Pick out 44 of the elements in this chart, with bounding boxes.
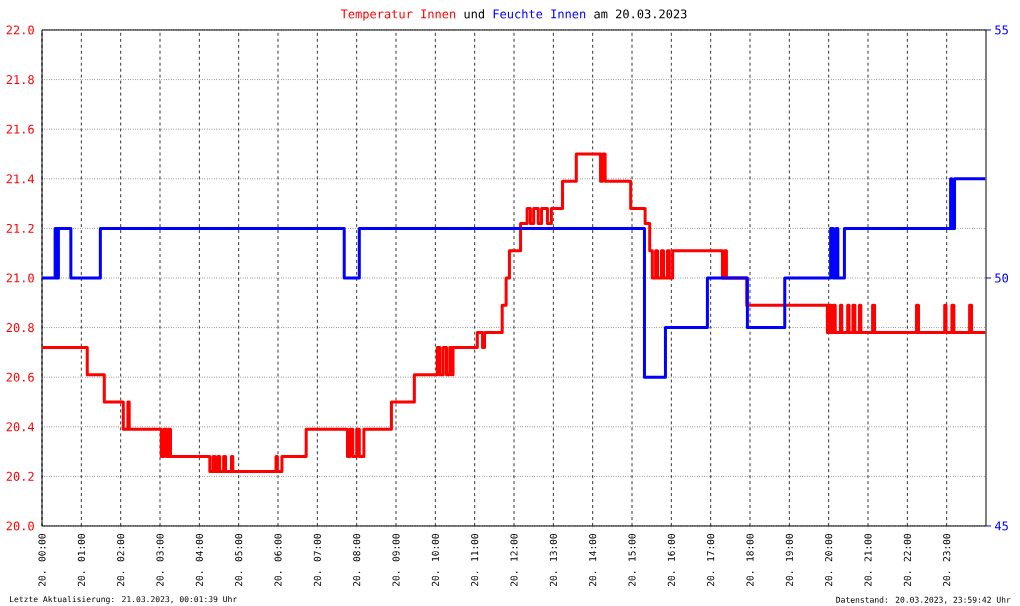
y-tick-label: 21.0 bbox=[6, 273, 34, 283]
y-tick-label: 20.6 bbox=[6, 372, 34, 382]
x-tick-label: 20. 20:00 bbox=[825, 533, 833, 587]
x-tick-label: 20. 00:00 bbox=[38, 533, 46, 587]
x-tick-label: 20. 01:00 bbox=[77, 533, 85, 587]
text: Feuchte Innen bbox=[493, 9, 586, 19]
y-tick-label: 20.8 bbox=[6, 323, 34, 333]
x-tick-label: 20. 11:00 bbox=[471, 533, 479, 587]
x-tick-label: 20. 22:00 bbox=[903, 533, 911, 587]
x-tick-label: 20. 05:00 bbox=[235, 533, 243, 587]
y-tick-label: 21.6 bbox=[6, 124, 34, 134]
x-tick-label: 20. 23:00 bbox=[943, 533, 951, 587]
x-tick-label: 20. 12:00 bbox=[510, 533, 518, 587]
x-tick-label: 20. 18:00 bbox=[746, 533, 754, 587]
y-tick-label: 20.4 bbox=[6, 422, 35, 432]
y-tick-label: 21.8 bbox=[6, 75, 34, 85]
x-tick-label: 20. 16:00 bbox=[667, 533, 675, 587]
text: Datenstand: 20.03.2023, 23:59:42 Uhr bbox=[836, 596, 1011, 604]
text: Letzte Aktualisierung: 21.03.2023, 00:01:39 Uhr bbox=[10, 595, 237, 604]
x-tick-label: 20. 19:00 bbox=[785, 533, 793, 587]
y2-tick-label: 55 bbox=[995, 25, 1008, 35]
x-tick-label: 20. 15:00 bbox=[628, 533, 636, 587]
y2-tick-label: 45 bbox=[994, 521, 1008, 531]
x-tick-label: 20. 13:00 bbox=[549, 533, 557, 587]
x-tick-label: 20. 06:00 bbox=[274, 533, 282, 587]
x-tick-label: 20. 07:00 bbox=[313, 533, 321, 587]
text: Temperatur Innen bbox=[340, 9, 456, 21]
x-tick-label: 20. 14:00 bbox=[589, 533, 597, 587]
x-tick-label: 20. 09:00 bbox=[392, 533, 400, 587]
x-tick-label: 20. 02:00 bbox=[117, 533, 125, 587]
x-tick-label: 20. 21:00 bbox=[864, 533, 872, 587]
y2-tick-label: 50 bbox=[995, 273, 1009, 283]
x-tick-label: 20. 03:00 bbox=[156, 533, 164, 587]
x-tick-label: 20. 04:00 bbox=[195, 533, 203, 587]
y-tick-label: 20.0 bbox=[6, 521, 34, 531]
y-tick-label: 22.0 bbox=[6, 25, 34, 35]
y-tick-label: 21.2 bbox=[6, 223, 34, 233]
x-tick-label: 20. 10:00 bbox=[431, 533, 439, 587]
y-tick-label: 20.2 bbox=[6, 471, 34, 481]
text: am 20.03.2023 bbox=[594, 9, 687, 19]
y-tick-label: 21.4 bbox=[6, 174, 35, 184]
x-tick-label: 20. 08:00 bbox=[353, 533, 361, 587]
text: und bbox=[464, 9, 484, 19]
x-tick-label: 20. 17:00 bbox=[707, 533, 715, 587]
